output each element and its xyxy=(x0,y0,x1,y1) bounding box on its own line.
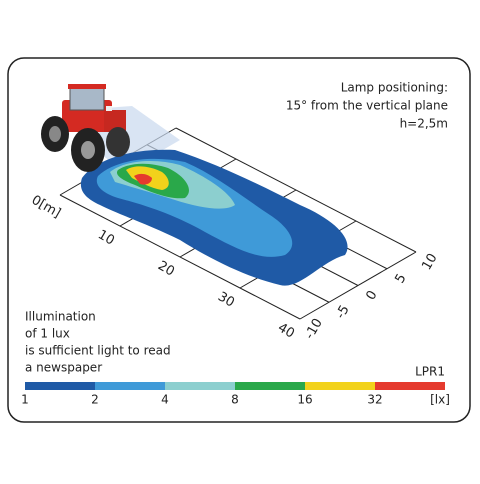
annotation-line: Lamp positioning: xyxy=(341,81,448,95)
scale-swatch xyxy=(95,382,165,390)
x-axis-label: 30 xyxy=(215,289,237,310)
scale-swatch xyxy=(235,382,305,390)
isolux-32 xyxy=(134,173,152,185)
isolux-map xyxy=(80,149,348,286)
scale-tick-label: 32 xyxy=(367,393,382,407)
scale-tick-label: 4 xyxy=(161,393,169,407)
note: Illumination of 1 lux is sufficient light … xyxy=(25,310,171,375)
scale-tick-label: 16 xyxy=(297,393,312,407)
annotation-line: 15° from the vertical plane xyxy=(286,99,448,113)
annotation: Lamp positioning: 15° from the vertical p… xyxy=(286,81,448,131)
x-axis-label: 20 xyxy=(155,258,177,279)
scale-swatch xyxy=(375,382,445,390)
grid-line xyxy=(175,127,417,253)
scale-name: LPR1 xyxy=(415,365,445,379)
note-line: a newspaper xyxy=(25,361,102,375)
x-axis-label: 40 xyxy=(275,320,297,341)
scale-tick-label: 8 xyxy=(231,393,239,407)
note-line: Illumination xyxy=(25,310,96,324)
scale-unit: [lx] xyxy=(430,393,450,407)
x-axis-label: 10 xyxy=(95,227,117,248)
scale-tick-label: 2 xyxy=(91,393,99,407)
scale-swatch xyxy=(165,382,235,390)
y-axis-label: 10 xyxy=(419,251,440,273)
scale-swatch xyxy=(25,382,95,390)
note-line: of 1 lux xyxy=(25,327,70,341)
tractor-illustration xyxy=(41,84,130,172)
scale-swatch xyxy=(305,382,375,390)
scale-tick-label: 1 xyxy=(21,393,29,407)
color-scale: LPR1 1 2 4 8 16 32 [lx] xyxy=(21,365,450,407)
annotation-line: h=2,5m xyxy=(400,117,448,131)
grid-line xyxy=(59,194,301,320)
note-line: is sufficient light to read xyxy=(25,344,171,358)
